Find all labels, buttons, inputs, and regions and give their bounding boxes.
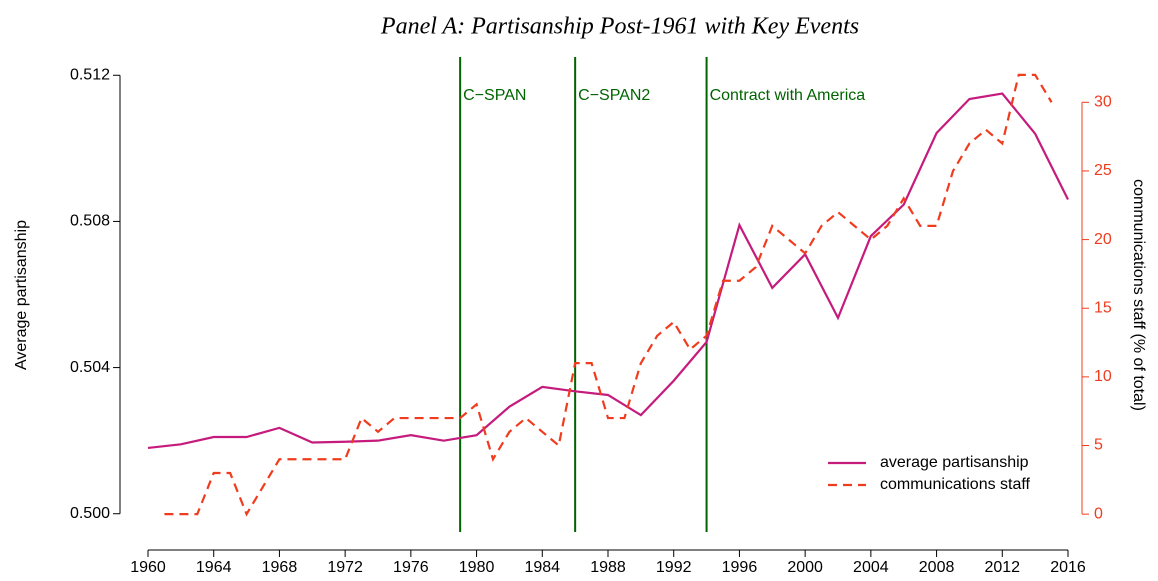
event-label: C−SPAN: [463, 87, 526, 104]
event-label: C−SPAN2: [578, 87, 650, 104]
y-axis-label: Average partisanship: [13, 220, 30, 370]
y2-tick-label: 5: [1094, 437, 1103, 454]
x-tick-label: 1964: [196, 559, 232, 576]
event-label: Contract with America: [710, 87, 866, 104]
x-tick-label: 1960: [130, 559, 166, 576]
y-tick-label: 0.504: [70, 359, 110, 376]
y2-tick-label: 10: [1094, 368, 1112, 385]
x-tick-label: 1976: [393, 559, 429, 576]
x-tick-label: 1968: [262, 559, 298, 576]
legend-label: average partisanship: [880, 454, 1029, 471]
y2-tick-label: 0: [1094, 505, 1103, 522]
y-tick-label: 0.512: [70, 66, 110, 83]
x-tick-label: 1988: [590, 559, 626, 576]
series-line: [164, 73, 1053, 517]
y2-axis-label: communications staff (% of total): [1130, 179, 1147, 411]
y-tick-label: 0.500: [70, 505, 110, 522]
x-tick-label: 2004: [853, 559, 889, 576]
y2-tick-label: 15: [1094, 299, 1112, 316]
y2-tick-label: 25: [1094, 162, 1112, 179]
series-line: [147, 92, 1069, 450]
y-tick-label: 0.508: [70, 213, 110, 230]
x-tick-label: 2016: [1050, 559, 1086, 576]
y2-tick-label: 20: [1094, 231, 1112, 248]
legend-label: communications staff: [880, 476, 1031, 493]
x-tick-label: 1972: [327, 559, 363, 576]
x-tick-label: 2008: [919, 559, 955, 576]
chart-title: Panel A: Partisanship Post-1961 with Key…: [380, 14, 859, 40]
x-tick-label: 2012: [984, 559, 1020, 576]
y2-tick-label: 30: [1094, 94, 1112, 111]
x-tick-label: 2000: [787, 559, 823, 576]
x-tick-label: 1996: [722, 559, 758, 576]
x-tick-label: 1984: [524, 559, 560, 576]
x-tick-label: 1980: [459, 559, 495, 576]
x-tick-label: 1992: [656, 559, 692, 576]
